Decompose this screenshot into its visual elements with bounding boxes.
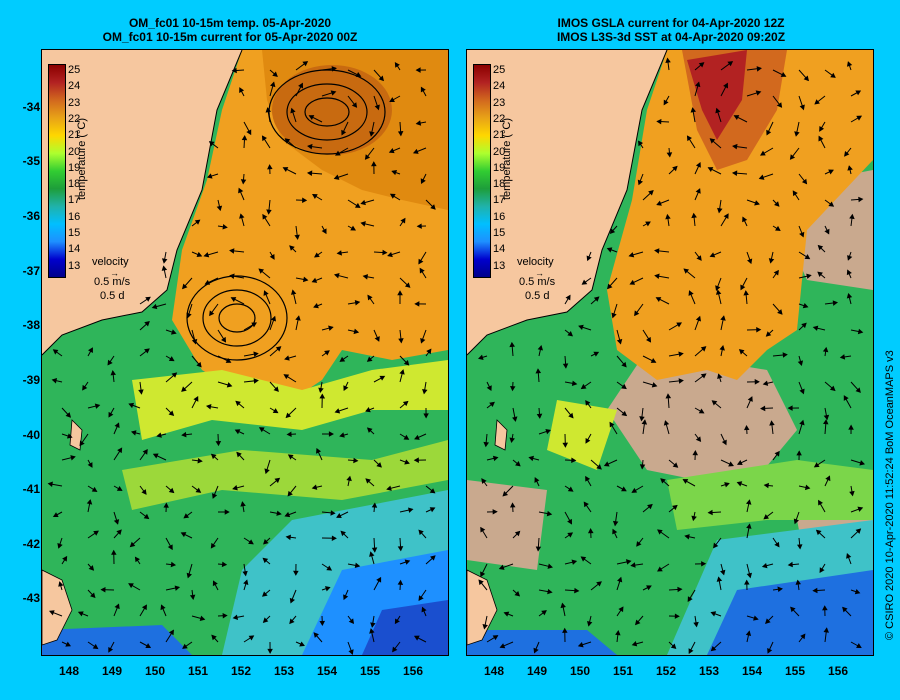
lat-label: -37 bbox=[22, 264, 40, 278]
lon-label: 150 bbox=[144, 664, 166, 678]
lon-label: 154 bbox=[741, 664, 763, 678]
velocity-legend-arrow: → bbox=[535, 268, 544, 278]
colorbar-tick-label: 17 bbox=[493, 194, 506, 207]
colorbar-tick-label: 17 bbox=[68, 194, 81, 207]
left-title: OM_fc01 10-15m temp. 05-Apr-2020 OM_fc01… bbox=[80, 16, 380, 44]
colorbar-title: temperature (°C) bbox=[76, 117, 88, 200]
left-map-panel: 25 24 23 22 21 20 19 18 17 16 15 14 13 temperature (… bbox=[41, 49, 449, 656]
colorbar-tick-label: 25 bbox=[493, 64, 506, 76]
colorbar-title: temperature (°C) bbox=[501, 117, 513, 200]
colorbar-tick-label: 16 bbox=[68, 210, 81, 223]
colorbar-tick-label: 21 bbox=[493, 129, 506, 142]
right-map-panel: 25 24 23 22 21 20 19 18 17 16 15 14 13 temperature (… bbox=[466, 49, 874, 656]
eddy-south bbox=[186, 275, 288, 361]
colorbar-tick-label: 14 bbox=[493, 243, 506, 256]
lon-label: 152 bbox=[655, 664, 677, 678]
colorbar-tick-label: 14 bbox=[68, 243, 81, 256]
colorbar-tick-label: 19 bbox=[493, 161, 506, 174]
colorbar-tick-label: 23 bbox=[68, 96, 81, 109]
velocity-legend-speed: 0.5 m/s bbox=[519, 276, 556, 288]
lat-label: -34 bbox=[22, 100, 40, 114]
velocity-legend-speed: 0.5 m/s bbox=[94, 276, 131, 288]
lat-label: -41 bbox=[22, 482, 40, 496]
lat-label: -40 bbox=[22, 428, 40, 442]
credit-text: © CSIRO 2020 10-Apr-2020 11:52:24 BoM Oc… bbox=[884, 350, 896, 640]
colorbar-tick-label: 13 bbox=[493, 259, 506, 272]
lon-label: 156 bbox=[827, 664, 849, 678]
velocity-legend-title: velocity bbox=[517, 256, 554, 268]
colorbar-tick-label: 15 bbox=[68, 227, 81, 239]
left-title-line1: OM_fc01 10-15m temp. 05-Apr-2020 bbox=[128, 16, 332, 30]
colorbar-tick-label: 20 bbox=[68, 145, 81, 158]
left-title-line2: OM_fc01 10-15m current for 05-Apr-2020 0… bbox=[102, 30, 358, 44]
right-title-line1: IMOS GSLA current for 04-Apr-2020 12Z bbox=[557, 16, 785, 30]
right-title: IMOS GSLA current for 04-Apr-2020 12Z IM… bbox=[521, 16, 821, 44]
colorbar-tick-label: 24 bbox=[493, 80, 506, 93]
lat-label: -42 bbox=[22, 537, 40, 551]
lat-label: -43 bbox=[22, 591, 40, 605]
lon-label: 154 bbox=[316, 664, 338, 678]
colorbar-tick-label: 22 bbox=[493, 112, 506, 125]
lon-label: 149 bbox=[101, 664, 123, 678]
colorbar-tick-label: 21 bbox=[68, 129, 81, 142]
right-title-line2: IMOS L3S-3d SST at 04-Apr-2020 09:20Z bbox=[556, 30, 786, 44]
lat-label: -36 bbox=[22, 209, 40, 223]
velocity-legend-arrow: → bbox=[110, 268, 119, 278]
lon-label: 153 bbox=[273, 664, 295, 678]
lon-label: 151 bbox=[187, 664, 209, 678]
right-sst-map bbox=[467, 50, 873, 655]
lon-label: 155 bbox=[784, 664, 806, 678]
lon-label: 148 bbox=[58, 664, 80, 678]
colorbar-tick-label: 16 bbox=[493, 210, 506, 223]
colorbar-tick-label: 23 bbox=[493, 96, 506, 109]
colorbar-tick-label: 19 bbox=[68, 161, 81, 174]
lat-label: -39 bbox=[22, 373, 40, 387]
left-temperature-map bbox=[42, 50, 448, 655]
colorbar-tick-label: 15 bbox=[493, 227, 506, 239]
velocity-arrows bbox=[478, 57, 865, 655]
velocity-arrows bbox=[47, 61, 436, 655]
lat-label: -35 bbox=[22, 154, 40, 168]
lat-label: -38 bbox=[22, 318, 40, 332]
lon-label: 148 bbox=[483, 664, 505, 678]
colorbar bbox=[473, 64, 491, 278]
colorbar-tick-label: 18 bbox=[68, 178, 81, 191]
lon-label: 156 bbox=[402, 664, 424, 678]
lon-label: 150 bbox=[569, 664, 591, 678]
lon-label: 151 bbox=[612, 664, 634, 678]
colorbar-tick-label: 24 bbox=[68, 80, 81, 93]
velocity-legend-time: 0.5 d bbox=[100, 290, 125, 302]
lon-label: 155 bbox=[359, 664, 381, 678]
lon-label: 153 bbox=[698, 664, 720, 678]
colorbar bbox=[48, 64, 66, 278]
colorbar-tick-label: 20 bbox=[493, 145, 506, 158]
velocity-legend-time: 0.5 d bbox=[525, 290, 550, 302]
velocity-legend-title: velocity bbox=[92, 256, 129, 268]
colorbar-tick-label: 13 bbox=[68, 259, 81, 272]
lon-label: 149 bbox=[526, 664, 548, 678]
colorbar-tick-label: 25 bbox=[68, 64, 81, 76]
lon-label: 152 bbox=[230, 664, 252, 678]
colorbar-tick-label: 22 bbox=[68, 112, 81, 125]
colorbar-tick-label: 18 bbox=[493, 178, 506, 191]
